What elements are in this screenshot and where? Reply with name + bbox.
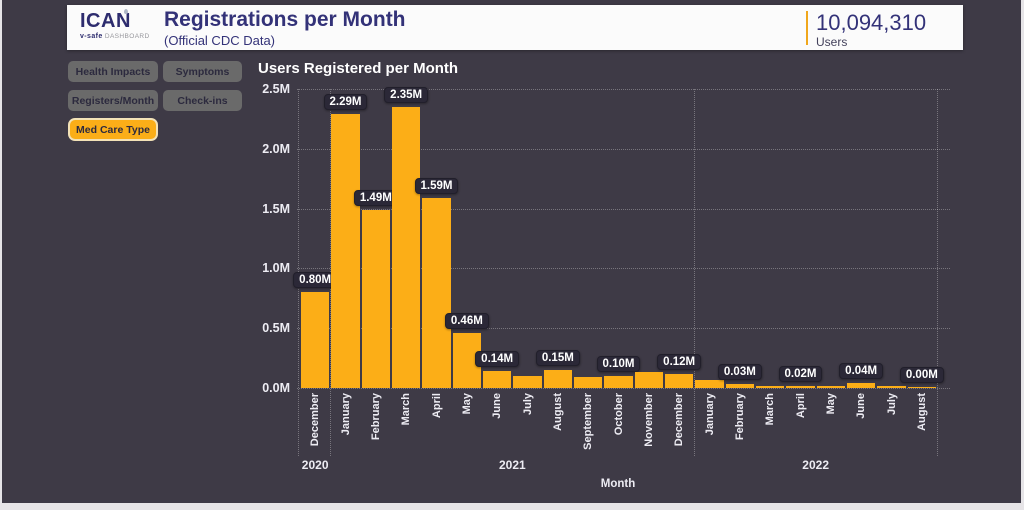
x-tick-label: June bbox=[855, 393, 868, 419]
chart-bar[interactable] bbox=[634, 372, 663, 388]
bar-value-label: 2.35M bbox=[384, 86, 429, 103]
chart-bar[interactable] bbox=[361, 209, 390, 388]
x-tick-label: June bbox=[491, 393, 504, 419]
y-tick-label: 2.5M bbox=[262, 82, 290, 96]
x-tick-label: February bbox=[733, 393, 746, 441]
bar-value-label: 0.12M bbox=[657, 353, 702, 370]
chart-bar[interactable] bbox=[695, 379, 724, 388]
x-tick-label: April bbox=[430, 393, 443, 419]
x-tick-label: September bbox=[582, 393, 595, 450]
y-tick-label: 0.0M bbox=[262, 381, 290, 395]
bar-value-label: 0.46M bbox=[444, 312, 489, 329]
x-tick-label: February bbox=[369, 393, 382, 441]
year-label: 2021 bbox=[498, 458, 526, 472]
nav-button-symptoms[interactable]: Symptoms bbox=[163, 61, 242, 82]
x-tick-label: July bbox=[885, 393, 898, 416]
nav-button-med-care-type[interactable]: Med Care Type bbox=[68, 118, 158, 141]
bar-value-label: 0.04M bbox=[839, 363, 884, 380]
gridline bbox=[297, 89, 950, 90]
droplet-icon bbox=[124, 9, 128, 14]
year-divider bbox=[937, 89, 938, 456]
x-tick-label: November bbox=[642, 393, 655, 447]
gridline bbox=[297, 148, 950, 150]
total-users-stat: 10,094,310 Users bbox=[806, 10, 927, 49]
y-tick-label: 0.5M bbox=[262, 321, 290, 336]
chart-bar[interactable] bbox=[543, 370, 572, 388]
bar-value-label: 0.80M bbox=[293, 272, 338, 289]
bar-value-label: 0.00M bbox=[899, 366, 944, 383]
chart-bar[interactable] bbox=[483, 371, 512, 388]
x-tick-label: December bbox=[309, 393, 322, 447]
vsafe-label: v-safe bbox=[80, 33, 103, 40]
page-subtitle: (Official CDC Data) bbox=[164, 33, 276, 48]
year-label: 2020 bbox=[301, 458, 329, 472]
bar-value-label: 1.59M bbox=[414, 177, 459, 194]
x-tick-label: January bbox=[703, 393, 716, 436]
chart-bar[interactable] bbox=[422, 197, 451, 388]
chart-bar[interactable] bbox=[331, 114, 360, 388]
chart-bar[interactable] bbox=[756, 385, 785, 388]
ican-logo[interactable]: ICAN v-safe DASHBOARD bbox=[80, 9, 160, 40]
ican-logo-text: ICAN bbox=[80, 10, 131, 32]
page-title: Registrations per Month bbox=[164, 8, 406, 31]
y-tick-label: 2.0M bbox=[262, 141, 290, 156]
bar-value-label: 0.14M bbox=[475, 351, 520, 368]
x-tick-label: March bbox=[764, 393, 777, 426]
x-tick-label: August bbox=[915, 393, 928, 431]
bar-value-label: 0.02M bbox=[778, 365, 823, 382]
bar-value-label: 2.29M bbox=[323, 94, 368, 111]
y-tick-label: 1.0M bbox=[262, 261, 290, 276]
gridline bbox=[297, 208, 950, 210]
chart-bar[interactable] bbox=[513, 376, 542, 388]
chart-bar[interactable] bbox=[392, 106, 421, 388]
bar-value-label: 1.49M bbox=[353, 189, 398, 206]
x-axis-title: Month bbox=[600, 478, 636, 490]
ican-logo-subtext: v-safe DASHBOARD bbox=[80, 33, 160, 40]
year-divider bbox=[694, 89, 696, 456]
chart-bar[interactable] bbox=[665, 373, 694, 388]
x-tick-label: December bbox=[673, 393, 686, 447]
page-title-block: Registrations per Month (Official CDC Da… bbox=[164, 8, 406, 48]
chart-bar[interactable] bbox=[786, 385, 815, 388]
nav-button-registers-month[interactable]: Registers/Month bbox=[68, 90, 158, 111]
total-users-label: Users bbox=[816, 35, 848, 49]
nav-button-health-impacts[interactable]: Health Impacts bbox=[68, 61, 158, 82]
chart-bar[interactable] bbox=[604, 376, 633, 388]
chart-bar[interactable] bbox=[847, 383, 876, 388]
chart-bar[interactable] bbox=[725, 384, 754, 388]
total-users-value: 10,094,310 bbox=[816, 10, 927, 35]
y-tick-label: 1.5M bbox=[262, 201, 290, 216]
bar-value-label: 0.15M bbox=[535, 350, 580, 367]
year-label: 2022 bbox=[802, 458, 830, 472]
chart-bar[interactable] bbox=[907, 386, 936, 388]
dashboard-label: DASHBOARD bbox=[102, 33, 150, 40]
x-tick-label: October bbox=[612, 393, 625, 436]
gridline bbox=[297, 268, 950, 270]
header-bar: ICAN v-safe DASHBOARD Registrations per … bbox=[67, 5, 963, 50]
chart-bar[interactable] bbox=[877, 385, 906, 388]
chart-bar[interactable] bbox=[574, 377, 603, 388]
x-tick-label: April bbox=[794, 393, 807, 419]
chart-title: Users Registered per Month bbox=[258, 60, 459, 77]
x-tick-label: January bbox=[339, 393, 352, 436]
gridline bbox=[297, 388, 950, 389]
bar-value-label: 0.10M bbox=[596, 356, 641, 373]
chart-bar[interactable] bbox=[301, 292, 330, 388]
x-tick-label: May bbox=[824, 393, 837, 415]
x-tick-label: July bbox=[521, 393, 534, 416]
bar-value-label: 0.03M bbox=[717, 364, 762, 381]
x-tick-label: August bbox=[551, 393, 564, 431]
x-tick-label: May bbox=[460, 393, 473, 415]
nav-button-check-ins[interactable]: Check-ins bbox=[163, 90, 242, 111]
x-tick-label: March bbox=[400, 393, 413, 426]
chart-bar[interactable] bbox=[816, 385, 845, 388]
gridline bbox=[297, 328, 950, 330]
